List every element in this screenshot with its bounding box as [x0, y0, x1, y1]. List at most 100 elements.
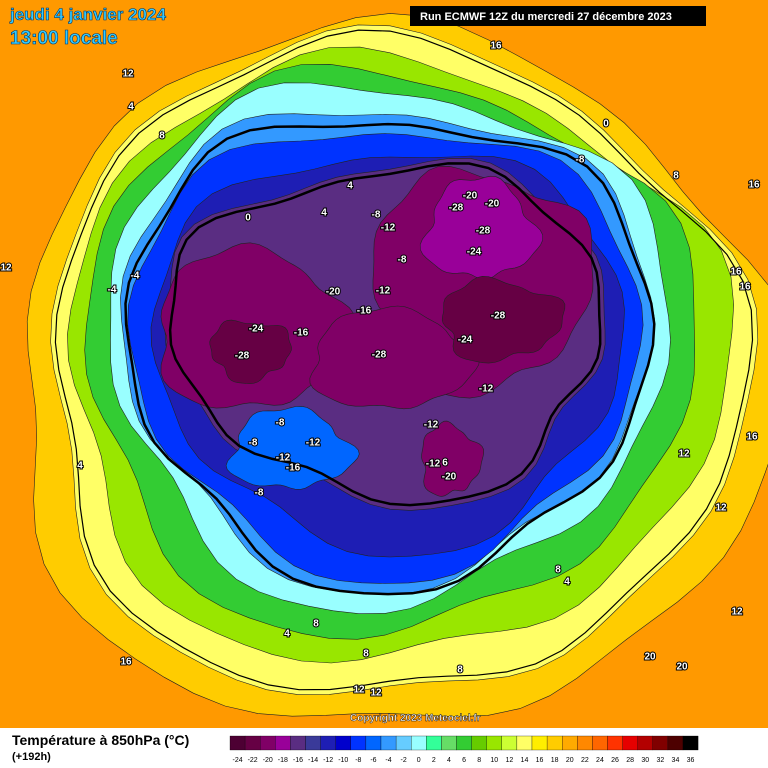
contour-label: -12 — [381, 223, 396, 234]
contour-label: -20 — [485, 199, 500, 210]
scale-swatch — [562, 735, 578, 751]
scale-swatch — [456, 735, 472, 751]
contour-label: 12 — [353, 685, 365, 696]
scale-swatch — [607, 735, 623, 751]
scale-swatch — [244, 735, 261, 751]
scale-swatch — [682, 735, 699, 751]
scale-tick-label: -14 — [308, 757, 318, 764]
temperature-zone — [441, 275, 566, 364]
contour-label: -4 — [131, 271, 140, 282]
temperature-zone — [209, 319, 292, 384]
copyright: Copyright 2023 Meteociel.fr — [350, 713, 481, 724]
contour-label: -28 — [449, 203, 464, 214]
scale-swatch — [290, 735, 306, 751]
scale-swatch — [637, 735, 653, 751]
scale-swatch — [260, 735, 276, 751]
contour-label: 12 — [0, 263, 12, 274]
contour-label: -28 — [372, 350, 387, 361]
scale-swatch — [275, 735, 291, 751]
scale-swatch — [380, 735, 397, 751]
scale-tick-label: -24 — [232, 757, 242, 764]
contour-label: 8 — [457, 665, 463, 676]
zero-contour — [124, 122, 656, 596]
scale-swatch — [667, 735, 684, 751]
scale-tick-label: 20 — [566, 757, 574, 764]
temperature-zone — [419, 175, 543, 281]
contour-label: 8 — [363, 649, 369, 660]
scale-tick-label: 12 — [505, 757, 513, 764]
scale-swatch — [411, 735, 427, 751]
contour-label: -16 — [357, 306, 372, 317]
scale-swatch — [229, 735, 246, 751]
scale-swatch — [501, 735, 518, 751]
scale-swatch — [592, 735, 608, 751]
scale-tick-label: -2 — [401, 757, 407, 764]
scale-tick-label: 32 — [656, 757, 664, 764]
contour-label: -20 — [463, 191, 478, 202]
contour-label: -8 — [276, 418, 285, 429]
scale-tick-label: 18 — [551, 757, 559, 764]
contour-label: 12 — [731, 607, 743, 618]
contour-label: -20 — [442, 472, 457, 483]
scale-tick-label: 16 — [536, 757, 544, 764]
scale-tick-label: 22 — [581, 757, 589, 764]
contour-label: 20 — [676, 662, 688, 673]
scale-swatch — [546, 735, 563, 751]
temperature-zone — [309, 305, 480, 410]
scale-swatch — [531, 735, 548, 751]
scale-tick-label: 28 — [626, 757, 634, 764]
color-scale: -24 -22 -20 -18 -16 -14 -12 -10 -8 -6 -4 -2 0 2 4 6 8 10 1… — [229, 735, 699, 764]
scale-swatch — [320, 735, 336, 751]
contour-label: -24 — [467, 247, 482, 258]
scale-tick-label: -22 — [248, 757, 258, 764]
contour-label: 4 — [347, 181, 353, 192]
contour-label: -16 — [294, 328, 309, 339]
scale-tick-label: 8 — [477, 757, 481, 764]
scale-swatch — [350, 735, 367, 751]
contour-label: 0 — [603, 119, 609, 130]
temperature-zone — [225, 405, 360, 490]
scale-swatch — [426, 735, 442, 751]
contour-label: -24 — [249, 324, 264, 335]
contour-label: 4 — [128, 102, 134, 113]
contour-label: -24 — [458, 335, 473, 346]
scale-swatch — [652, 735, 669, 751]
contour-label: 16 — [490, 41, 502, 52]
contour-label: 0 — [245, 213, 251, 224]
contour-label: 16 — [746, 432, 758, 443]
scale-tick-label: 0 — [417, 757, 421, 764]
scale-swatch — [622, 735, 638, 751]
temperature-fields — [26, 13, 768, 718]
temperature-zone — [421, 420, 485, 497]
footer-title: Température à 850hPa (°C) — [12, 732, 189, 748]
scale-swatch — [577, 735, 593, 751]
run-info: Run ECMWF 12Z du mercredi 27 décembre 20… — [420, 11, 672, 23]
contour-label: -12 — [306, 438, 321, 449]
scale-swatch — [395, 735, 412, 751]
contour-label: -28 — [491, 311, 506, 322]
contour-label: 4 — [321, 208, 327, 219]
contour-label: 16 — [748, 180, 760, 191]
contour-label: 8 — [673, 171, 679, 182]
minus-20-contour — [168, 162, 602, 507]
run-box — [410, 6, 706, 26]
contour-label: -12 — [276, 453, 291, 464]
footer-lead: (+192h) — [12, 751, 51, 763]
scale-tick-label: 4 — [447, 757, 451, 764]
scale-tick-label: -6 — [370, 757, 376, 764]
contour-label: -12 — [426, 459, 441, 470]
contour-label: -4 — [108, 285, 117, 296]
contour-label: 8 — [313, 619, 319, 630]
contour-label: -8 — [255, 488, 264, 499]
contour-label: -20 — [326, 287, 341, 298]
contour-label: 12 — [715, 503, 727, 514]
contour-label: 8 — [555, 565, 561, 576]
contour-label: -8 — [398, 255, 407, 266]
scale-tick-label: -10 — [338, 757, 348, 764]
scale-tick-label: 30 — [641, 757, 649, 764]
scale-tick-label: 26 — [611, 757, 619, 764]
contour-label: 16 — [120, 657, 132, 668]
scale-swatch — [305, 735, 321, 751]
